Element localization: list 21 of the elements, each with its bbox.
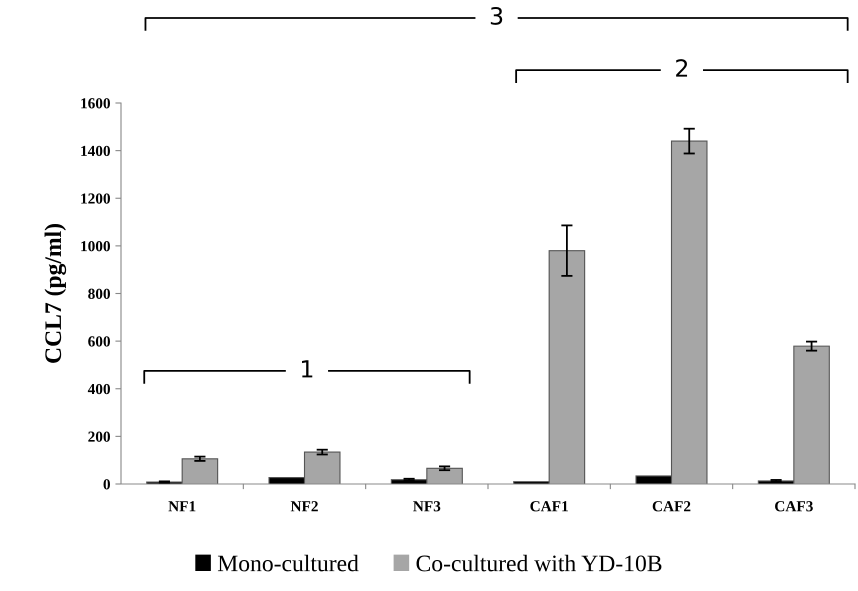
x-tick-label: NF3 xyxy=(413,501,440,512)
text: 3 xyxy=(490,6,502,25)
y-tick-label: 0 xyxy=(104,479,110,490)
y-tick-label: 1600 xyxy=(81,98,110,108)
x-tick-label: CAF2 xyxy=(652,501,690,512)
text: 2 xyxy=(676,59,688,77)
y-axis-title: CCL7 (pg/ml) xyxy=(44,224,66,363)
y-tick-label: 200 xyxy=(88,432,110,442)
y-tick-label: 600 xyxy=(88,336,110,347)
y-tick-label: 1000 xyxy=(81,241,110,252)
y-tick-label: 1400 xyxy=(81,146,110,156)
annotation: 1 xyxy=(302,360,312,378)
x-tick-label: CAF3 xyxy=(775,501,813,512)
x-tick-label: CAF1 xyxy=(530,501,568,512)
y-tick-label: 400 xyxy=(88,384,110,394)
y-tick-label: 800 xyxy=(88,288,110,299)
x-tick-label: NF2 xyxy=(290,501,318,512)
y-tick-label: 1200 xyxy=(81,193,110,204)
x-tick-label: NF1 xyxy=(168,501,196,512)
legend-label: Mono-cultured xyxy=(218,554,359,572)
legend-label: Co-cultured with YD-10B xyxy=(416,554,662,572)
